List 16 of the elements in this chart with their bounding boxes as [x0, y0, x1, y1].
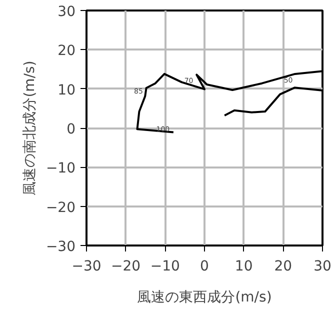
y-tick-label: 10	[58, 82, 76, 98]
x-axis-title: 風速の東西成分(m/s)	[137, 290, 272, 306]
y-tick-label: 30	[58, 4, 76, 20]
y-tick-label: −10	[46, 160, 76, 177]
x-tick-label: 20	[274, 258, 292, 274]
x-tick-label: 0	[200, 258, 209, 274]
y-tick-label: −30	[46, 239, 76, 255]
x-tick-label: −30	[72, 258, 102, 274]
x-tick-label: 30	[314, 258, 332, 274]
y-tick-label: 0	[66, 122, 76, 138]
y-tick-label: −20	[46, 200, 76, 216]
y-axis-title: 風速の南北成分(m/s)	[22, 60, 38, 196]
x-tick-label: −20	[111, 258, 141, 274]
x-tick-label: 10	[234, 258, 253, 274]
y-tick-label: 20	[58, 43, 76, 60]
x-tick-label: −10	[150, 258, 180, 274]
